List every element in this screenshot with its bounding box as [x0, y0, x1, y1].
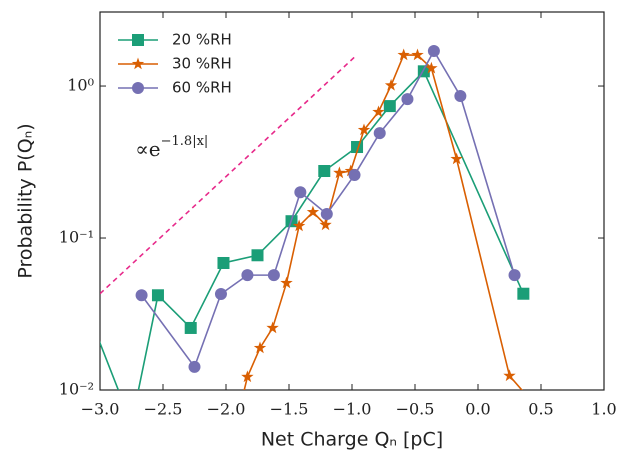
marker [383, 100, 396, 113]
marker [184, 321, 197, 334]
marker [320, 207, 333, 220]
marker [135, 289, 148, 302]
marker [241, 269, 254, 282]
marker [188, 360, 201, 373]
x-axis-label: Net Charge Qₙ [pC] [261, 429, 443, 451]
x-tick-label: −3.0 [81, 400, 120, 419]
legend-label: 60 %RH [172, 79, 232, 97]
marker [151, 289, 164, 302]
legend-label: 20 %RH [172, 31, 232, 49]
marker [454, 89, 467, 102]
marker [357, 123, 371, 136]
marker [88, 321, 100, 333]
x-tick-label: 0.0 [465, 400, 490, 419]
y-axis-label: Probability P(Qₙ) [15, 123, 37, 278]
x-tick-label: −2.0 [207, 400, 246, 419]
y-tick-label: 10⁻² [59, 380, 94, 399]
marker [508, 269, 521, 282]
marker [348, 168, 361, 181]
legend-label: 30 %RH [172, 55, 232, 73]
y-tick-label: 10⁰ [67, 76, 94, 95]
marker [294, 186, 307, 199]
marker [333, 166, 346, 179]
marker [318, 165, 331, 178]
marker [217, 256, 230, 269]
marker [253, 341, 267, 354]
legend-marker [132, 34, 144, 46]
marker [411, 48, 424, 61]
x-tick-label: −2.5 [144, 400, 183, 419]
x-tick-label: 0.5 [528, 400, 553, 419]
marker [384, 78, 398, 91]
marker [241, 370, 254, 383]
marker [425, 61, 438, 74]
legend-marker [132, 82, 144, 94]
marker [517, 287, 530, 300]
marker [306, 205, 320, 218]
marker [280, 276, 293, 289]
y-tick-label: 10⁻¹ [59, 228, 94, 247]
marker [401, 93, 414, 106]
marker [450, 152, 463, 165]
annotation-exponent: −1.8|x| [161, 133, 209, 148]
marker [266, 321, 279, 334]
x-tick-label: −1.5 [270, 400, 309, 419]
marker [251, 249, 264, 262]
x-tick-label: −1.0 [333, 400, 372, 419]
marker [214, 288, 227, 301]
x-tick-label: −0.5 [396, 400, 435, 419]
marker [319, 218, 332, 231]
marker [503, 369, 516, 382]
marker [373, 127, 386, 140]
legend-marker [131, 57, 145, 70]
x-tick-label: 1.0 [591, 400, 616, 419]
reference-line [100, 56, 356, 295]
series-line [100, 69, 525, 390]
marker [427, 45, 440, 58]
marker [267, 269, 280, 282]
annotation: ∝e−1.8|x| [135, 133, 208, 160]
marker [292, 219, 306, 232]
marker [126, 418, 138, 430]
marker [372, 105, 385, 118]
marker [397, 48, 410, 61]
plot-area [88, 45, 530, 430]
annotation-base: ∝e [135, 136, 160, 160]
